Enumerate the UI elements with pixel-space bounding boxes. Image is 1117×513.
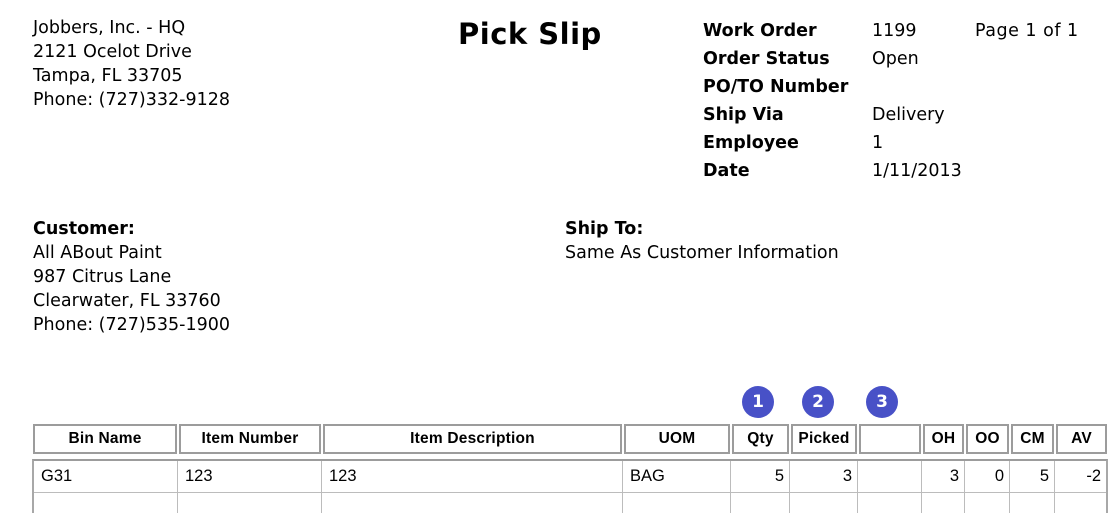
customer-city: Clearwater, FL 33760 (33, 291, 221, 311)
pick-items-table: Bin Name Item Number Item Description UO… (32, 424, 1108, 513)
customer-phone: Phone: (727)535-1900 (33, 315, 230, 335)
cell-blank (858, 461, 922, 492)
column-header-oh: OH (923, 424, 964, 454)
column-header-picked: Picked (791, 424, 857, 454)
column-header-item-number: Item Number (179, 424, 321, 454)
cell-empty (178, 493, 322, 513)
cell-empty (922, 493, 965, 513)
cell-uom: BAG (623, 461, 731, 492)
column-header-oo: OO (966, 424, 1009, 454)
cell-qty: 5 (731, 461, 790, 492)
company-city: Tampa, FL 33705 (33, 66, 183, 86)
cell-empty (34, 493, 178, 513)
ship-to-line: Same As Customer Information (565, 243, 839, 263)
column-header-bin-name: Bin Name (33, 424, 177, 454)
cell-empty (790, 493, 858, 513)
customer-heading: Customer: (33, 219, 135, 239)
customer-street: 987 Citrus Lane (33, 267, 172, 287)
cell-bin-name: G31 (34, 461, 178, 492)
company-address-block: Jobbers, Inc. - HQ 2121 Ocelot Drive Tam… (33, 16, 230, 112)
order-info-value: Delivery (872, 105, 945, 125)
step-badge-2: 2 (802, 386, 834, 418)
cell-empty (731, 493, 790, 513)
table-body: G31 123 123 BAG 5 3 3 0 5 -2 (32, 459, 1108, 513)
column-header-blank (859, 424, 921, 454)
order-info-value: 1199 (872, 21, 917, 41)
order-info-block: Work Order 1199 Order Status Open PO/TO … (703, 17, 962, 185)
order-info-value: 1 (872, 133, 884, 153)
order-info-label: Order Status (703, 49, 830, 69)
step-badge-1: 1 (742, 386, 774, 418)
ship-to-heading: Ship To: (565, 219, 644, 239)
column-header-av: AV (1056, 424, 1107, 454)
company-phone: Phone: (727)332-9128 (33, 90, 230, 110)
cell-empty (623, 493, 731, 513)
cell-oo: 0 (965, 461, 1010, 492)
order-info-value: Open (872, 49, 919, 69)
order-info-label: Employee (703, 133, 799, 153)
cell-cm: 5 (1010, 461, 1055, 492)
company-street: 2121 Ocelot Drive (33, 42, 192, 62)
company-name: Jobbers, Inc. - HQ (33, 18, 186, 38)
cell-empty (1055, 493, 1106, 513)
column-header-uom: UOM (624, 424, 730, 454)
step-badge-3: 3 (866, 386, 898, 418)
order-info-label: Work Order (703, 21, 817, 41)
cell-empty (1010, 493, 1055, 513)
table-row: G31 123 123 BAG 5 3 3 0 5 -2 (34, 461, 1106, 493)
cell-picked: 3 (790, 461, 858, 492)
order-info-label: Date (703, 161, 750, 181)
table-header-row: Bin Name Item Number Item Description UO… (32, 424, 1108, 454)
order-info-label: Ship Via (703, 105, 784, 125)
order-info-value: 1/11/2013 (872, 161, 962, 181)
cell-empty (858, 493, 922, 513)
customer-name: All ABout Paint (33, 243, 162, 263)
column-header-cm: CM (1011, 424, 1054, 454)
cell-item-description: 123 (322, 461, 623, 492)
cell-empty (322, 493, 623, 513)
table-row-partial (34, 493, 1106, 513)
document-title: Pick Slip (458, 17, 602, 51)
column-header-item-description: Item Description (323, 424, 622, 454)
order-info-value (872, 73, 962, 101)
cell-av: -2 (1086, 467, 1101, 485)
customer-block: Customer: All ABout Paint 987 Citrus Lan… (33, 217, 230, 337)
ship-to-block: Ship To: Same As Customer Information (565, 217, 839, 265)
cell-empty (965, 493, 1010, 513)
order-info-label: PO/TO Number (703, 77, 849, 97)
cell-oh: 3 (922, 461, 965, 492)
cell-item-number: 123 (178, 461, 322, 492)
column-header-qty: Qty (732, 424, 789, 454)
page-indicator: Page 1 of 1 (975, 21, 1079, 41)
